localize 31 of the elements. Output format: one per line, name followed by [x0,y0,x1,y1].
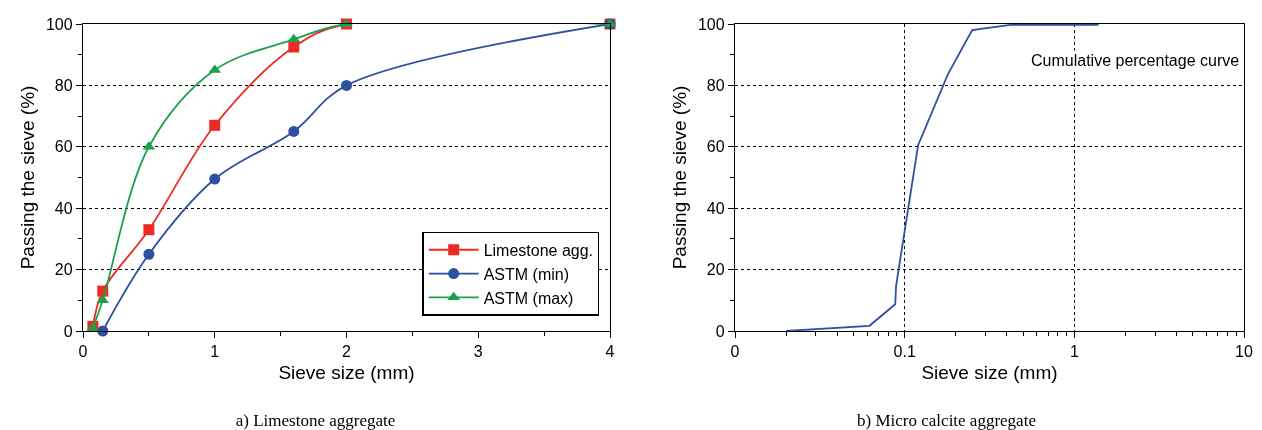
y-tick-label: 100 [45,15,73,33]
x-tick-label: 0 [730,343,740,361]
x-tick-label: 2 [342,343,352,361]
x-tick-label: 1 [210,343,220,361]
text: a) Limestone aggregate [235,410,396,430]
y-tick-label: 20 [54,261,73,279]
y-axis-title: Passing the sieve (%) [668,85,690,270]
y-tick-label: 80 [54,77,73,94]
x-tick-label: 3 [473,343,483,361]
x-tick-label: 4 [605,343,615,361]
legend-label: Limestone agg. [483,241,594,259]
x-tick-label: 0 [78,343,88,361]
y-tick-label: 40 [54,199,73,217]
x-axis-title: Sieve size (mm) [921,362,1058,384]
y-tick-label: 60 [706,138,725,156]
annotation: Cumulative percentage curve [1031,52,1240,69]
x-axis-title: Sieve size (mm) [278,362,415,384]
legend-label: ASTM (min) [483,265,569,283]
y-tick-label: 60 [54,138,73,156]
legend-label: ASTM (max) [483,289,574,307]
y-tick-label: 80 [706,77,725,94]
x-tick-label: 10 [1235,343,1253,361]
y-axis-title: Passing the sieve (%) [16,85,38,270]
x-tick-label: 0.1 [893,343,916,361]
y-tick-label: 0 [715,322,725,340]
y-tick-label: 40 [706,199,725,217]
y-tick-label: 100 [697,15,725,33]
y-tick-label: 20 [706,261,725,279]
x-tick-label: 1 [1069,343,1079,361]
y-tick-label: 0 [63,322,73,340]
text: b) Micro calcite aggregate [857,410,1036,430]
